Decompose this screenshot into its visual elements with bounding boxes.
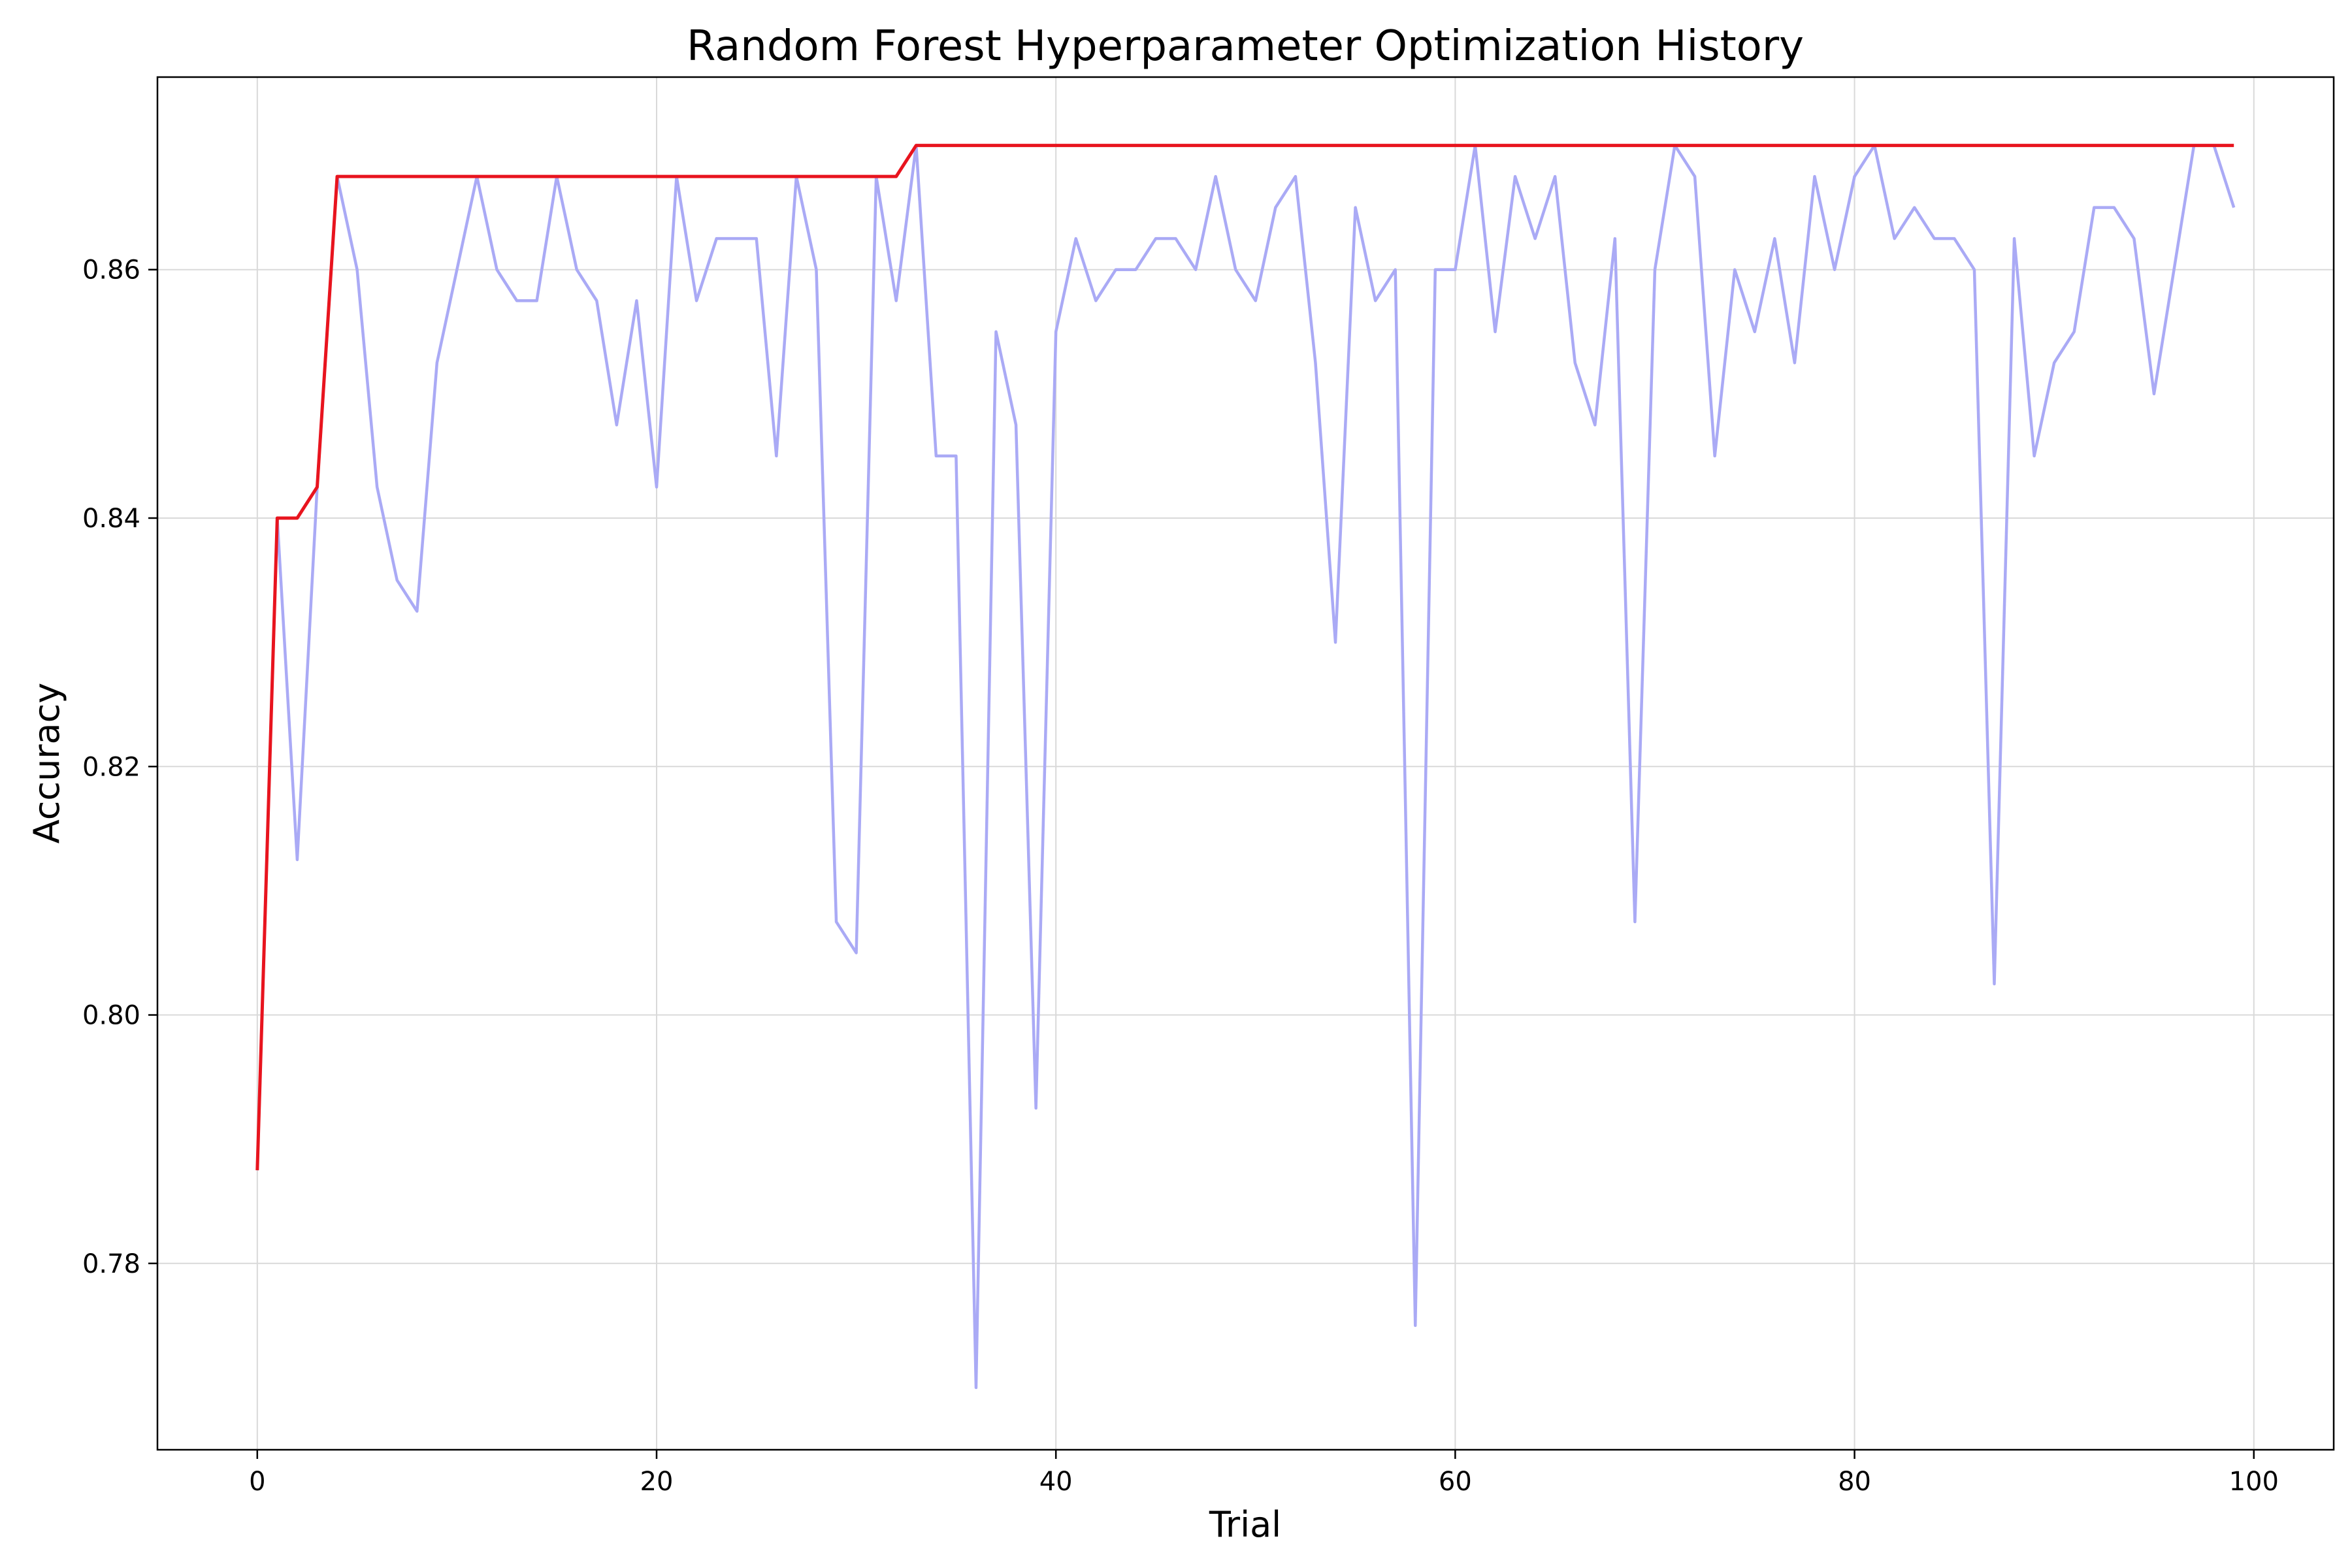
y-tick-label: 0.82 [82, 752, 140, 782]
y-tick-label: 0.78 [82, 1249, 140, 1279]
tick-layer: 0 20 40 60 80 100 0.78 0.80 0.82 0.84 0.86 [82, 255, 2279, 1497]
x-tick-label: 0 [249, 1467, 265, 1497]
x-tick-label: 100 [2229, 1467, 2279, 1497]
trial-accuracy-line [255, 144, 2236, 1390]
y-tick-label: 0.86 [82, 255, 140, 286]
chart-title: Random Forest Hyperparameter Optimizatio… [687, 22, 1804, 71]
x-tick-label: 20 [640, 1467, 674, 1497]
series-layer [255, 144, 2236, 1390]
grid-layer [157, 77, 2334, 1450]
plot-frame [156, 76, 2335, 1451]
x-axis-label: Trial [1209, 1504, 1281, 1545]
x-tick-label: 40 [1039, 1467, 1073, 1497]
y-tick-label: 0.80 [82, 1001, 140, 1031]
x-tick-label: 80 [1838, 1467, 1871, 1497]
best-accuracy-line [255, 144, 2234, 1171]
y-axis-label: Accuracy [26, 683, 67, 844]
y-tick-label: 0.84 [82, 504, 140, 534]
x-tick-label: 60 [1439, 1467, 1472, 1497]
